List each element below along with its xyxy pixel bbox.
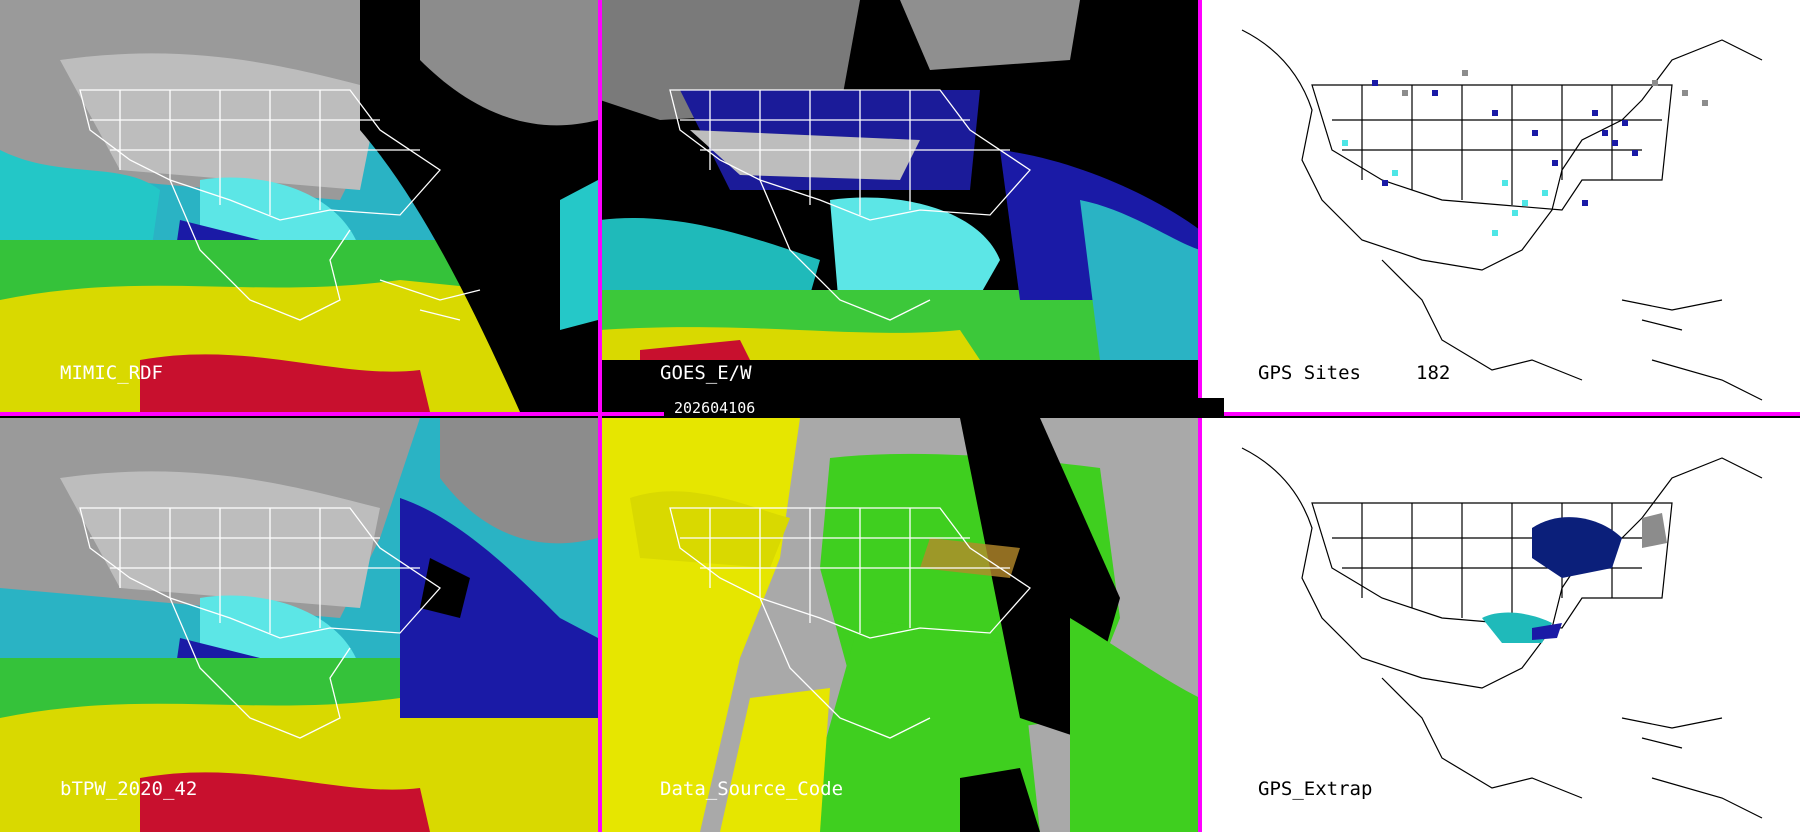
panel-goes-ew: GOES_E/W (600, 0, 1200, 412)
panel-gps-sites: GPS Sites 182 (1202, 0, 1800, 412)
data-source-code-label: Data_Source_Code (660, 778, 844, 800)
gps-sites-count: 182 (1416, 362, 1451, 384)
gps-sites-label: GPS Sites (1258, 362, 1361, 384)
goes-ew-label: GOES_E/W (660, 362, 752, 384)
gps-extrap-label: GPS_Extrap (1258, 778, 1373, 800)
panel-gps-extrap: GPS_Extrap (1202, 418, 1800, 832)
btpw-map (0, 418, 598, 832)
gps-extrap-blob-north (1532, 517, 1622, 578)
gps-extrap-map (1202, 418, 1800, 832)
panel-btpw: bTPW_2020_42 (0, 418, 598, 832)
mimic-rdf-label: MIMIC_RDF (60, 362, 163, 384)
gps-sites-map (1202, 0, 1800, 412)
panel-data-source-code: Data_Source_Code (600, 418, 1200, 832)
goes-ew-map (600, 0, 1200, 412)
data-source-code-map (600, 418, 1200, 832)
btpw-label: bTPW_2020_42 (60, 778, 198, 800)
mimic-rdf-map (0, 0, 598, 412)
timestamp-bar: 202604106 (664, 398, 1224, 418)
gps-site-markers (1372, 80, 1638, 206)
timestamp-text: 202604106 (674, 399, 756, 417)
panel-mimic-rdf: MIMIC_RDF (0, 0, 598, 412)
separator-vertical-left (598, 0, 602, 832)
